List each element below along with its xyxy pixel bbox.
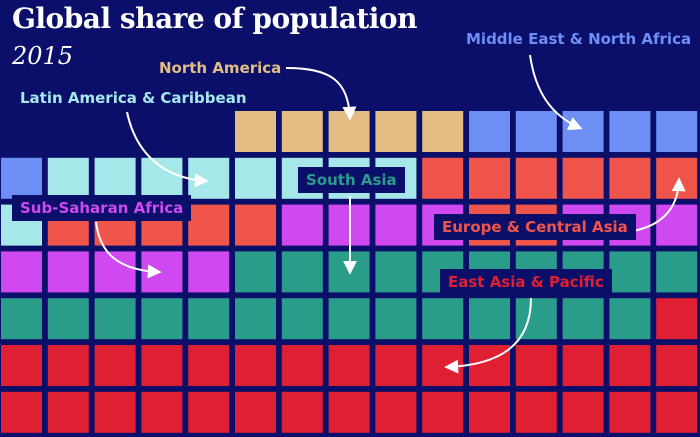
waffle-square-latin-america-and-caribbean	[141, 157, 183, 199]
waffle-square-east-asia-and-pacific	[562, 391, 604, 433]
waffle-square-east-asia-and-pacific	[328, 391, 370, 433]
waffle-square-south-asia	[375, 298, 417, 340]
waffle-square-east-asia-and-pacific	[515, 391, 557, 433]
waffle-square-europe-and-central-asia	[515, 157, 557, 199]
waffle-square-south-asia	[328, 298, 370, 340]
waffle-square-south-asia	[422, 298, 464, 340]
waffle-square-south-asia	[281, 298, 323, 340]
label-sub-saharan: Sub-Saharan Africa	[12, 195, 192, 221]
waffle-square-latin-america-and-caribbean	[235, 157, 276, 199]
label-east-asia-pacific: East Asia & Pacific	[440, 269, 612, 295]
waffle-square-east-asia-and-pacific	[422, 391, 464, 433]
waffle-square-south-asia	[1, 298, 42, 340]
waffle-square-europe-and-central-asia	[235, 204, 276, 246]
waffle-square-east-asia-and-pacific	[515, 345, 557, 386]
label-europe-central-asia: Europe & Central Asia	[434, 214, 636, 240]
waffle-square-east-asia-and-pacific	[656, 391, 698, 433]
waffle-square-middle-east-and-north-africa	[1, 157, 42, 199]
waffle-square-sub-saharan-africa	[141, 251, 183, 293]
waffle-square-east-asia-and-pacific	[422, 345, 464, 386]
waffle-square-east-asia-and-pacific	[609, 391, 651, 433]
waffle-square-south-asia	[375, 251, 417, 293]
chart-subtitle: 2015	[12, 42, 74, 70]
waffle-square-europe-and-central-asia	[422, 157, 464, 199]
waffle-square-europe-and-central-asia	[469, 157, 510, 199]
waffle-square-south-asia	[656, 251, 698, 293]
waffle-square-east-asia-and-pacific	[469, 391, 510, 433]
waffle-square-east-asia-and-pacific	[609, 345, 651, 386]
waffle-square-south-asia	[141, 298, 183, 340]
label-north-america: North America	[159, 59, 282, 77]
waffle-square-middle-east-and-north-africa	[656, 111, 698, 152]
waffle-square-east-asia-and-pacific	[47, 345, 89, 386]
waffle-square-sub-saharan-africa	[188, 251, 230, 293]
waffle-square-south-asia	[328, 251, 370, 293]
waffle-square-north-america	[422, 111, 464, 152]
waffle-square-east-asia-and-pacific	[281, 391, 323, 433]
waffle-square-east-asia-and-pacific	[656, 345, 698, 386]
waffle-square-europe-and-central-asia	[188, 204, 230, 246]
waffle-square-south-asia	[47, 298, 89, 340]
waffle-square-sub-saharan-africa	[94, 251, 136, 293]
waffle-square-south-asia	[188, 298, 230, 340]
waffle-square-south-asia	[235, 251, 276, 293]
label-latin-america: Latin America & Caribbean	[20, 89, 247, 107]
waffle-square-south-asia	[562, 298, 604, 340]
label-middle-east: Middle East & North Africa	[466, 30, 692, 48]
waffle-square-latin-america-and-caribbean	[94, 157, 136, 199]
waffle-square-east-asia-and-pacific	[141, 391, 183, 433]
waffle-square-east-asia-and-pacific	[656, 298, 698, 340]
waffle-square-north-america	[235, 111, 276, 152]
label-south-asia: South Asia	[298, 167, 405, 193]
waffle-square-south-asia	[235, 298, 276, 340]
waffle-square-europe-and-central-asia	[609, 157, 651, 199]
waffle-square-east-asia-and-pacific	[328, 345, 370, 386]
waffle-square-north-america	[281, 111, 323, 152]
waffle-square-south-asia	[281, 251, 323, 293]
waffle-square-latin-america-and-caribbean	[47, 157, 89, 199]
waffle-square-middle-east-and-north-africa	[469, 111, 510, 152]
waffle-square-north-america	[375, 111, 417, 152]
waffle-square-east-asia-and-pacific	[375, 345, 417, 386]
waffle-square-east-asia-and-pacific	[562, 345, 604, 386]
waffle-square-middle-east-and-north-africa	[515, 111, 557, 152]
waffle-square-sub-saharan-africa	[1, 251, 42, 293]
waffle-square-east-asia-and-pacific	[235, 345, 276, 386]
waffle-square-south-asia	[94, 298, 136, 340]
waffle-square-middle-east-and-north-africa	[562, 111, 604, 152]
waffle-square-east-asia-and-pacific	[94, 345, 136, 386]
waffle-square-europe-and-central-asia	[562, 157, 604, 199]
waffle-square-sub-saharan-africa	[656, 204, 698, 246]
waffle-square-east-asia-and-pacific	[235, 391, 276, 433]
waffle-square-east-asia-and-pacific	[1, 391, 42, 433]
waffle-square-sub-saharan-africa	[375, 204, 417, 246]
waffle-square-south-asia	[469, 298, 510, 340]
waffle-square-south-asia	[609, 251, 651, 293]
waffle-square-east-asia-and-pacific	[141, 345, 183, 386]
waffle-square-east-asia-and-pacific	[469, 345, 510, 386]
waffle-square-latin-america-and-caribbean	[188, 157, 230, 199]
waffle-square-east-asia-and-pacific	[188, 391, 230, 433]
waffle-square-sub-saharan-africa	[281, 204, 323, 246]
waffle-square-south-asia	[609, 298, 651, 340]
waffle-square-sub-saharan-africa	[328, 204, 370, 246]
waffle-square-east-asia-and-pacific	[281, 345, 323, 386]
waffle-square-sub-saharan-africa	[47, 251, 89, 293]
waffle-square-south-asia	[515, 298, 557, 340]
waffle-square-north-america	[328, 111, 370, 152]
chart-title: Global share of population	[12, 2, 417, 35]
waffle-square-east-asia-and-pacific	[375, 391, 417, 433]
waffle-square-middle-east-and-north-africa	[609, 111, 651, 152]
waffle-square-east-asia-and-pacific	[1, 345, 42, 386]
waffle-square-europe-and-central-asia	[656, 157, 698, 199]
waffle-square-east-asia-and-pacific	[47, 391, 89, 433]
waffle-square-east-asia-and-pacific	[94, 391, 136, 433]
waffle-square-east-asia-and-pacific	[188, 345, 230, 386]
